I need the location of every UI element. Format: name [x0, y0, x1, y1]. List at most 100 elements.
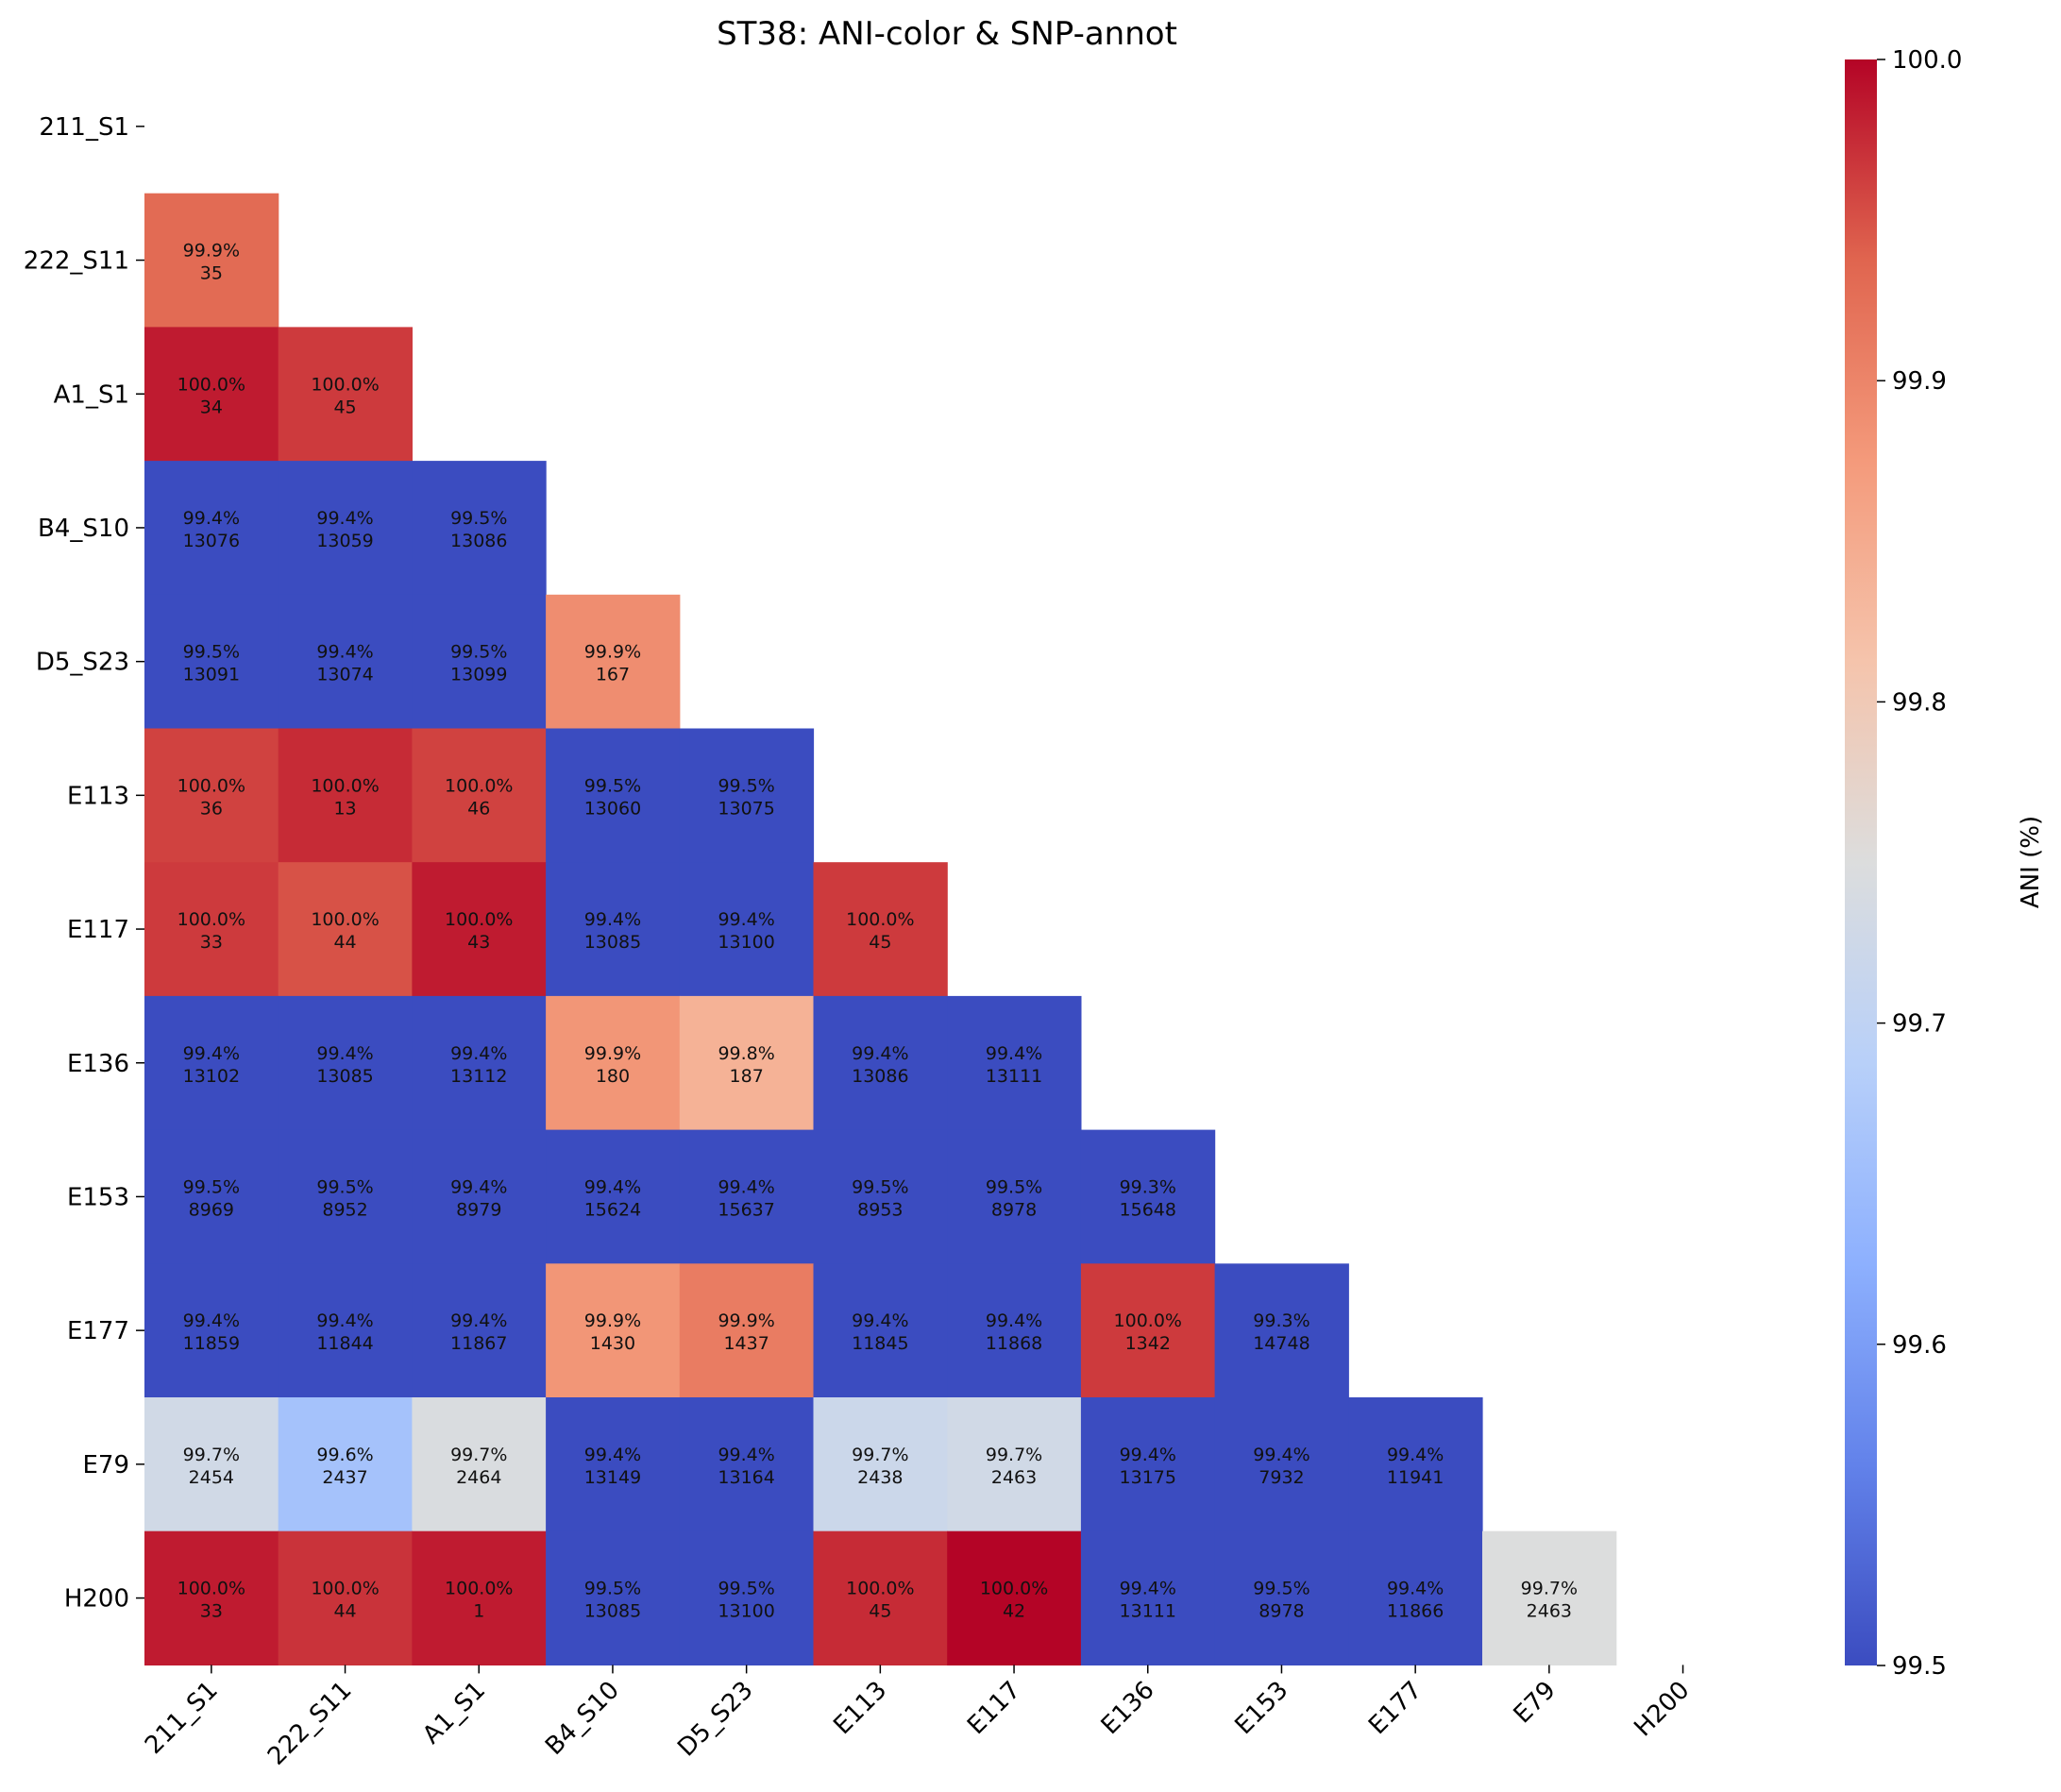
heatmap-cell: 99.8%187 [679, 995, 815, 1131]
cell-ani-label: 99.7% [852, 1445, 908, 1465]
cell-ani-label: 100.0% [311, 775, 379, 796]
cell-ani-label: 99.4% [316, 1043, 373, 1064]
heatmap-cell-rect [144, 1397, 279, 1532]
cell-ani-label: 99.5% [852, 1176, 908, 1197]
heatmap-cell-rect [1214, 1530, 1349, 1665]
heatmap-cell-rect [278, 728, 413, 863]
y-tick-label: E113 [67, 782, 129, 810]
heatmap-cell-rect [144, 461, 279, 596]
heatmap-cell-rect [144, 862, 279, 997]
heatmap-cell: 99.4%11845 [813, 1263, 948, 1398]
cell-snp-label: 2438 [857, 1467, 903, 1488]
heatmap-cell-rect [546, 995, 681, 1131]
heatmap-cell: 99.9%35 [144, 193, 279, 328]
heatmap-cell-rect [278, 327, 413, 462]
heatmap-cell: 100.0%45 [813, 1530, 948, 1665]
cell-snp-label: 13111 [986, 1066, 1042, 1087]
cell-ani-label: 99.8% [718, 1043, 774, 1064]
cell-snp-label: 13059 [316, 531, 373, 551]
heatmap-cell: 99.9%1430 [546, 1263, 681, 1398]
cell-ani-label: 100.0% [1114, 1310, 1182, 1331]
y-tick-label: E79 [82, 1451, 129, 1479]
cell-ani-label: 100.0% [177, 374, 245, 395]
heatmap-cell: 99.5%8969 [144, 1129, 279, 1264]
cell-snp-label: 34 [200, 397, 223, 417]
heatmap-cell: 99.4%13111 [947, 995, 1082, 1131]
heatmap-cell: 99.7%2454 [144, 1397, 279, 1532]
cell-snp-label: 13074 [316, 665, 373, 685]
heatmap-cell-rect [546, 728, 681, 863]
heatmap-cell: 99.4%7932 [1214, 1397, 1349, 1532]
cell-ani-label: 99.4% [1387, 1445, 1444, 1465]
cell-snp-label: 13102 [183, 1066, 240, 1087]
heatmap-cell-rect [144, 1530, 279, 1665]
x-tick-label: E117 [962, 1676, 1026, 1740]
cell-snp-label: 42 [1003, 1601, 1025, 1622]
cell-snp-label: 13085 [584, 932, 641, 953]
heatmap-cell: 100.0%1 [412, 1530, 547, 1665]
cell-snp-label: 13085 [584, 1601, 641, 1622]
cell-snp-label: 13086 [852, 1066, 908, 1087]
cell-snp-label: 43 [467, 932, 490, 953]
cell-ani-label: 100.0% [177, 1579, 245, 1599]
cell-snp-label: 44 [333, 1601, 356, 1622]
heatmap-cell-rect [412, 995, 547, 1131]
heatmap-cell: 100.0%34 [144, 327, 279, 462]
cell-snp-label: 1430 [590, 1333, 635, 1354]
heatmap-cell: 100.0%44 [278, 862, 413, 997]
heatmap-cell: 99.4%13085 [546, 862, 681, 997]
y-tick-label: H200 [64, 1585, 129, 1614]
heatmap-cell-rect [813, 995, 948, 1131]
cell-ani-label: 99.5% [183, 1176, 240, 1197]
cell-snp-label: 2437 [322, 1467, 367, 1488]
cell-snp-label: 13112 [450, 1066, 507, 1087]
cell-ani-label: 99.4% [986, 1310, 1042, 1331]
heatmap-cell-rect [947, 1129, 1082, 1264]
cell-ani-label: 99.9% [584, 642, 641, 663]
heatmap-cell-rect [412, 1129, 547, 1264]
heatmap-cell-rect [679, 728, 815, 863]
cell-ani-label: 100.0% [980, 1579, 1048, 1599]
heatmap-cell: 100.0%1342 [1080, 1263, 1216, 1398]
heatmap-cell-rect [813, 1397, 948, 1532]
cell-snp-label: 13100 [718, 932, 774, 953]
y-tick-label: 211_S1 [39, 113, 129, 142]
cell-ani-label: 100.0% [846, 909, 914, 930]
cell-snp-label: 13086 [450, 531, 507, 551]
cell-snp-label: 15624 [584, 1199, 641, 1220]
cell-ani-label: 100.0% [445, 1579, 513, 1599]
cell-ani-label: 99.4% [316, 642, 373, 663]
x-tick-label: E113 [828, 1676, 892, 1740]
cell-ani-label: 99.7% [1521, 1579, 1578, 1599]
heatmap-cell: 99.5%13099 [412, 594, 547, 730]
cell-ani-label: 99.9% [584, 1043, 641, 1064]
cell-snp-label: 46 [467, 798, 490, 819]
heatmap-cell: 99.4%11866 [1348, 1530, 1483, 1665]
cell-snp-label: 167 [596, 665, 630, 685]
cell-snp-label: 13149 [584, 1467, 641, 1488]
cell-snp-label: 2463 [1527, 1601, 1572, 1622]
cell-ani-label: 99.4% [584, 1176, 641, 1197]
y-tick-label: E117 [67, 916, 129, 944]
x-tick-label: E177 [1363, 1676, 1427, 1740]
x-tick-label: E136 [1096, 1676, 1160, 1740]
cell-snp-label: 15637 [718, 1199, 774, 1220]
heatmap-cell-rect [412, 862, 547, 997]
heatmap-cell-rect [1080, 1129, 1216, 1264]
chart-title: ST38: ANI-color & SNP-annot [717, 15, 1177, 53]
colorbar-label: ANI (%) [2017, 816, 2045, 908]
cell-ani-label: 99.4% [1387, 1579, 1444, 1599]
cell-ani-label: 99.4% [584, 1445, 641, 1465]
heatmap-cell: 99.7%2438 [813, 1397, 948, 1532]
cell-ani-label: 99.4% [718, 909, 774, 930]
heatmap-cell: 99.4%11867 [412, 1263, 547, 1398]
cell-ani-label: 99.5% [316, 1176, 373, 1197]
heatmap-cell-rect [546, 1530, 681, 1665]
heatmap-cell-rect [278, 1397, 413, 1532]
heatmap-cell: 100.0%36 [144, 728, 279, 863]
heatmap-cell-rect [278, 594, 413, 730]
cell-snp-label: 11867 [450, 1333, 507, 1354]
heatmap-cell-rect [1214, 1397, 1349, 1532]
x-tick-label: E153 [1229, 1676, 1293, 1740]
heatmap-cell: 99.4%11941 [1348, 1397, 1483, 1532]
